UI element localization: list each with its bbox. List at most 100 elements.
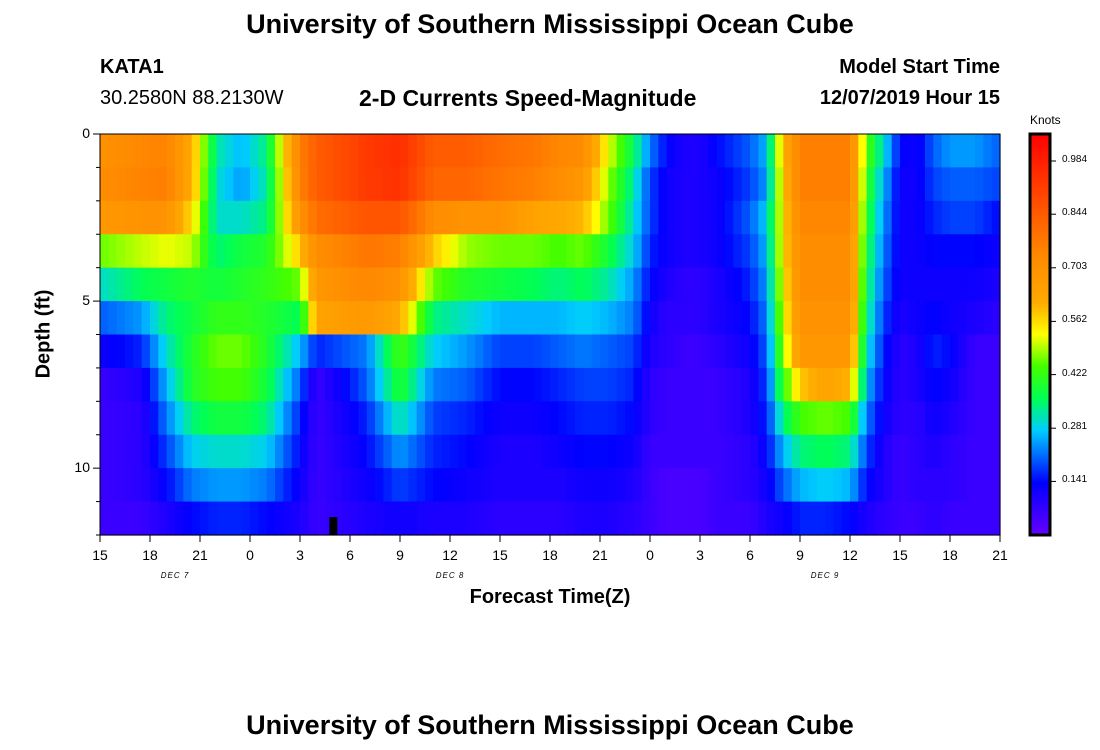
heatmap-cell — [208, 401, 218, 436]
heatmap-cell — [366, 167, 376, 202]
heatmap-cell — [716, 200, 726, 235]
heatmap-cell — [783, 401, 793, 436]
heatmap-cell — [808, 234, 818, 269]
heatmap-cell — [591, 234, 601, 269]
heatmap-cell — [416, 334, 426, 369]
heatmap-cell — [233, 468, 243, 503]
heatmap-cell — [808, 267, 818, 302]
heatmap-cell — [858, 134, 868, 169]
heatmap-cell — [241, 501, 251, 536]
heatmap-cell — [283, 200, 293, 235]
heatmap-cell — [708, 134, 718, 169]
heatmap-cell — [116, 434, 126, 469]
heatmap-cell — [450, 301, 459, 336]
heatmap-cell — [108, 334, 118, 369]
heatmap-cell — [958, 501, 968, 536]
heatmap-cell — [541, 167, 551, 202]
heatmap-cell — [350, 134, 359, 169]
heatmap-cell — [658, 134, 668, 169]
heatmap-cell — [150, 267, 159, 302]
heatmap-cell — [175, 468, 184, 503]
heatmap-cell — [291, 367, 301, 402]
heatmap-cell — [141, 167, 151, 202]
heatmap-cell — [208, 334, 218, 369]
heatmap-cell — [258, 501, 268, 536]
heatmap-cell — [766, 234, 776, 269]
heatmap-cell — [600, 234, 609, 269]
heatmap-cell — [791, 434, 801, 469]
heatmap-cell — [608, 167, 618, 202]
heatmap-cell — [166, 267, 176, 302]
heatmap-cell — [483, 134, 493, 169]
heatmap-cell — [416, 434, 426, 469]
heatmap-cell — [975, 501, 984, 536]
heatmap-cell — [675, 301, 684, 336]
heatmap-cell — [166, 401, 176, 436]
heatmap-cell — [783, 134, 793, 169]
heatmap-cell — [758, 167, 768, 202]
heatmap-cell — [491, 468, 501, 503]
heatmap-cell — [358, 234, 368, 269]
heatmap-cell — [741, 468, 751, 503]
heatmap-cell — [916, 234, 926, 269]
heatmap-cell — [550, 434, 559, 469]
heatmap-cell — [266, 434, 276, 469]
heatmap-cell — [916, 334, 926, 369]
heatmap-cell — [408, 301, 418, 336]
heatmap-cell — [883, 434, 893, 469]
heatmap-cell — [333, 134, 343, 169]
heatmap-cell — [616, 434, 626, 469]
heatmap-cell — [458, 401, 468, 436]
heatmap-cell — [308, 134, 318, 169]
heatmap-cell — [466, 334, 476, 369]
heatmap-cell — [425, 434, 434, 469]
heatmap-cell — [758, 334, 768, 369]
heatmap-cell — [483, 468, 493, 503]
heatmap-cell — [100, 167, 109, 202]
heatmap-cell — [858, 234, 868, 269]
heatmap-cell — [725, 134, 734, 169]
x-tick-label: 3 — [296, 547, 304, 563]
heatmap-cell — [691, 401, 701, 436]
heatmap-cell — [450, 501, 459, 536]
heatmap-cell — [375, 468, 384, 503]
heatmap-cell — [916, 501, 926, 536]
heatmap-cell — [875, 401, 884, 436]
heatmap-cell — [500, 334, 509, 369]
heatmap-cell — [733, 134, 743, 169]
heatmap-cell — [275, 434, 284, 469]
heatmap-cell — [283, 468, 293, 503]
colorbar — [1028, 132, 1052, 537]
heatmap-cell — [391, 401, 401, 436]
heatmap-cell — [241, 301, 251, 336]
heatmap-cell — [775, 501, 784, 536]
heatmap-cell — [875, 234, 884, 269]
heatmap-cell — [550, 267, 559, 302]
heatmap-cell — [500, 134, 509, 169]
heatmap-cell — [350, 367, 359, 402]
heatmap-cell — [433, 167, 443, 202]
heatmap-cell — [883, 301, 893, 336]
heatmap-cell — [858, 200, 868, 235]
heatmap-cell — [800, 167, 809, 202]
heatmap-cell — [441, 468, 451, 503]
heatmap-cell — [350, 267, 359, 302]
heatmap-cell — [216, 401, 226, 436]
heatmap-cell — [958, 468, 968, 503]
heatmap-cell — [200, 301, 209, 336]
heatmap-cell — [425, 401, 434, 436]
heatmap-cell — [300, 234, 309, 269]
heatmap-cell — [866, 167, 876, 202]
heatmap-cell — [333, 501, 343, 536]
colorbar-tick-label: 0.844 — [1062, 207, 1088, 219]
heatmap-cell — [483, 301, 493, 336]
heatmap-cell — [316, 434, 326, 469]
heatmap-cell — [483, 167, 493, 202]
heatmap-cell — [291, 401, 301, 436]
heatmap-cell — [666, 501, 676, 536]
heatmap-cell — [733, 334, 743, 369]
x-tick-label: 6 — [746, 547, 754, 563]
heatmap-cell — [141, 267, 151, 302]
heatmap-cell — [783, 301, 793, 336]
heatmap-cell — [341, 468, 351, 503]
